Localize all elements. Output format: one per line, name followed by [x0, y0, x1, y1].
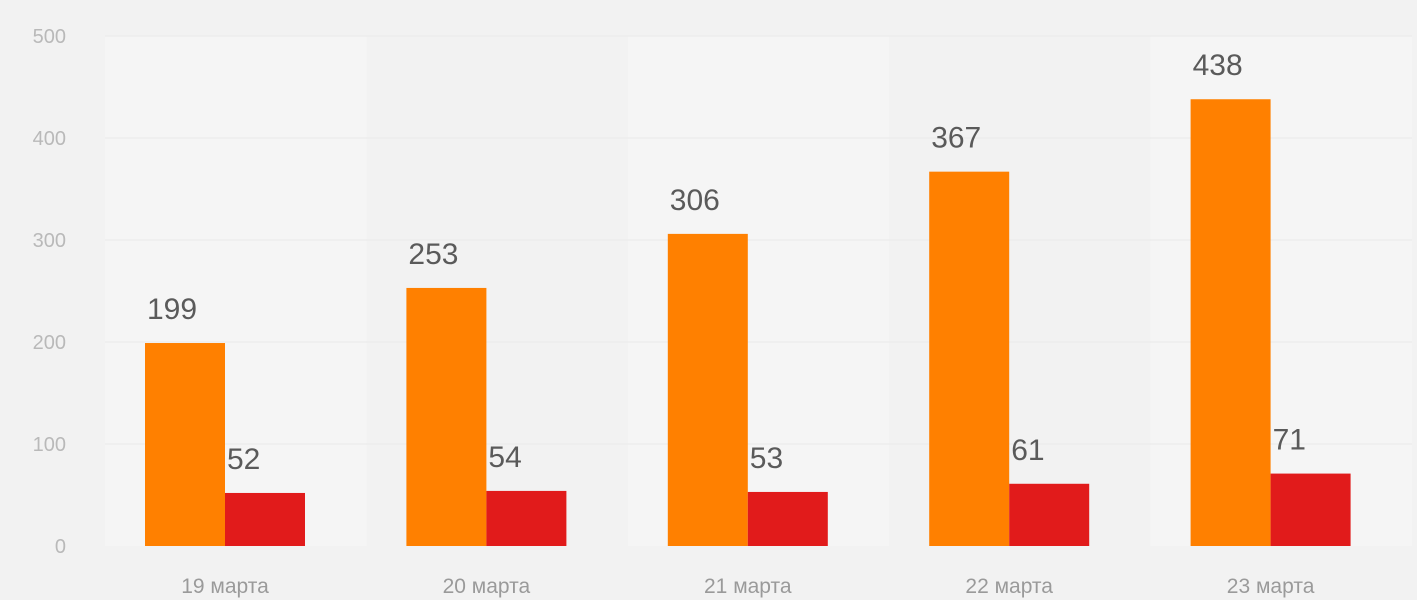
x-tick-label: 23 марта [1227, 575, 1315, 598]
y-tick-label: 400 [33, 128, 66, 150]
column-band [1150, 36, 1412, 546]
data-label: 199 [147, 293, 197, 326]
data-label: 54 [488, 441, 521, 474]
data-label: 438 [1193, 49, 1243, 82]
y-tick-label: 100 [33, 434, 66, 456]
x-tick-label: 20 марта [443, 575, 531, 598]
value-labels: 199 52 253 54 306 53 367 61 438 71 [147, 49, 1306, 476]
bar [1190, 99, 1271, 547]
data-label: 306 [670, 184, 720, 217]
y-tick-label: 0 [55, 536, 66, 558]
data-label: 53 [750, 442, 783, 475]
x-tick-label: 21 марта [704, 575, 792, 598]
y-tick-label: 500 [33, 26, 66, 48]
x-tick-label: 19 марта [181, 575, 269, 598]
bar [1270, 473, 1351, 546]
bar [406, 287, 487, 546]
bar [486, 490, 567, 546]
y-tick-label: 300 [33, 230, 66, 252]
data-label: 52 [227, 443, 260, 476]
data-label: 61 [1011, 434, 1044, 467]
x-axis: 19 марта 20 марта 21 марта 22 марта 23 марта [181, 575, 1315, 598]
data-label: 253 [408, 238, 458, 271]
bar [225, 492, 305, 546]
bar [145, 343, 225, 546]
data-label: 71 [1273, 424, 1306, 457]
x-tick-label: 22 марта [965, 575, 1053, 598]
bar [929, 171, 1010, 546]
bar [1009, 483, 1090, 546]
bar [747, 491, 828, 546]
bars [145, 99, 1351, 547]
y-tick-label: 200 [33, 332, 66, 354]
data-label: 367 [931, 122, 981, 155]
y-axis: 0 100 200 300 400 500 [33, 26, 66, 558]
bar [667, 233, 748, 546]
